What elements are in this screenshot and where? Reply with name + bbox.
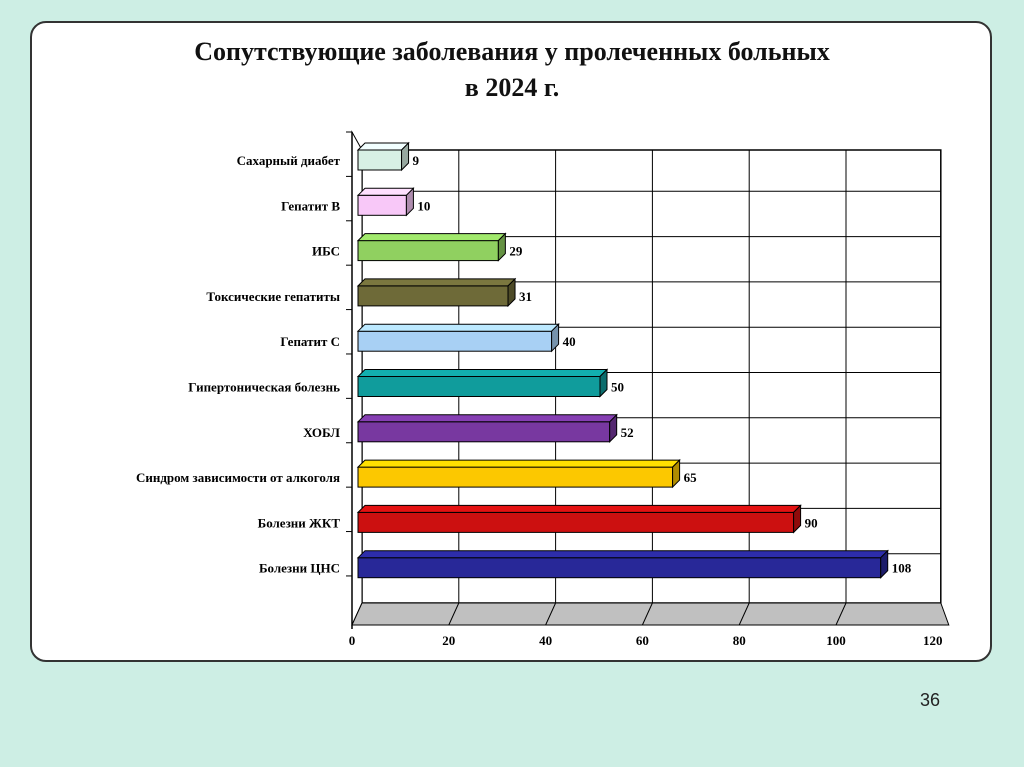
bar-top-face: [356, 323, 560, 332]
bar-side-face: [880, 549, 889, 579]
chart-title-line-1: Сопутствующие заболевания у пролеченных …: [194, 37, 830, 66]
gridline-floor: [738, 602, 750, 626]
category-label: ХОБЛ: [303, 425, 340, 440]
x-tick-label: 40: [539, 633, 552, 648]
bar: [357, 421, 611, 443]
category-label: Сахарный диабет: [237, 153, 341, 168]
chart-title-line-2: в 2024 г.: [464, 73, 560, 102]
category-label: Гепатит В: [281, 198, 340, 213]
bar: [357, 376, 601, 397]
category-label: Синдром зависимости от алкоголя: [136, 470, 340, 485]
bar: [357, 285, 509, 307]
bar-value-label: 29: [509, 244, 523, 259]
category-label: Гепатит С: [280, 334, 340, 349]
gridline-floor: [545, 602, 557, 626]
bar-top-face: [356, 550, 889, 559]
bar-value-label: 52: [621, 425, 634, 440]
bar-top-face: [356, 504, 802, 513]
bar-top-face: [356, 187, 415, 196]
bar-top-face: [356, 142, 410, 151]
bar-value-label: 50: [611, 380, 624, 395]
bar-side-face: [793, 504, 802, 534]
bar-value-label: 9: [413, 153, 420, 168]
bar: [357, 149, 403, 171]
x-tick-label: 80: [733, 633, 746, 648]
bar: [357, 557, 882, 579]
bar-value-label: 31: [519, 289, 532, 304]
bar-side-face: [401, 141, 410, 172]
bar-value-label: 40: [563, 334, 576, 349]
bar: [357, 330, 553, 352]
bar-side-face: [497, 232, 506, 262]
bar: [357, 511, 795, 533]
bar: [357, 194, 407, 216]
bar-side-face: [599, 368, 608, 398]
chart-title: Сопутствующие заболевания у пролеченных …: [0, 34, 1024, 106]
category-label: ИБС: [312, 244, 340, 259]
x-tick-label: 20: [442, 633, 455, 648]
bar-side-face: [507, 277, 516, 308]
bar-top-face: [356, 459, 681, 468]
gridline-floor: [448, 602, 460, 626]
category-label: Болезни ЦНС: [259, 561, 340, 576]
category-label: Болезни ЖКТ: [258, 515, 341, 530]
x-tick-label: 100: [826, 633, 846, 648]
bar-top-face: [356, 278, 517, 287]
gridline-floor: [641, 602, 653, 626]
bar: [357, 466, 674, 488]
x-tick-label: 120: [923, 633, 943, 648]
bar-top-face: [356, 369, 609, 377]
x-tick-label: 0: [349, 633, 356, 648]
gridline-floor: [835, 602, 847, 626]
bar-side-face: [551, 322, 560, 353]
bar-value-label: 90: [805, 515, 818, 530]
bar-top-face: [356, 233, 507, 242]
bar-side-face: [405, 187, 414, 217]
plot-floor: [351, 602, 950, 626]
bar-value-label: 108: [892, 561, 912, 576]
bar-side-face: [609, 413, 618, 444]
x-tick-label: 60: [636, 633, 649, 648]
bar-value-label: 65: [684, 470, 698, 485]
bar: [357, 240, 499, 262]
slide-number: 36: [919, 690, 940, 710]
category-label: Гипертоническая болезнь: [188, 380, 340, 395]
bar-top-face: [356, 414, 618, 423]
category-label: Токсические гепатиты: [206, 289, 340, 304]
bar-side-face: [672, 458, 681, 489]
bar-value-label: 10: [417, 198, 430, 213]
